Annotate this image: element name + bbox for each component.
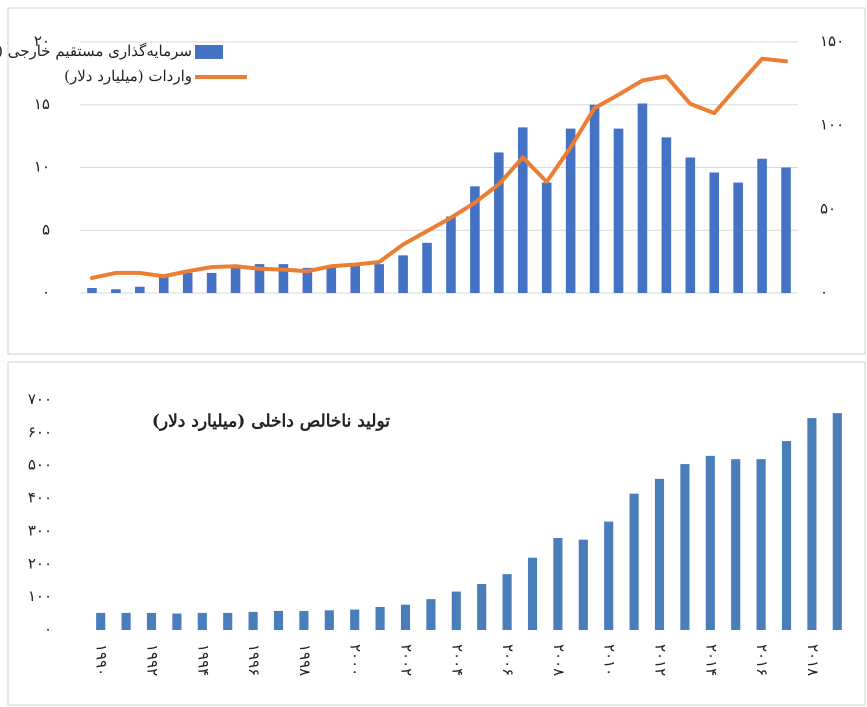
y-tick-label: ۰ <box>44 620 52 638</box>
bar <box>231 268 241 293</box>
x-tick-label: ۲۰۱۰ <box>601 644 619 676</box>
bar <box>299 611 308 630</box>
x-tick-label: ۲۰۰۲ <box>398 644 416 676</box>
bar <box>614 129 624 293</box>
bar <box>706 456 715 630</box>
legend-swatch <box>195 45 223 59</box>
bar <box>503 574 512 630</box>
y-tick-label: ۶۰۰ <box>28 423 52 441</box>
x-tick-label: ۲۰۰۴ <box>448 644 466 676</box>
bar <box>111 289 121 293</box>
bar <box>553 538 562 630</box>
bar <box>327 268 337 293</box>
bar <box>198 613 207 630</box>
y2-tick-label: ۱۵۰ <box>820 32 844 50</box>
bar <box>494 152 504 293</box>
bar <box>135 287 145 293</box>
bar <box>781 168 791 294</box>
bar <box>223 613 232 630</box>
bar <box>477 584 486 630</box>
bar <box>207 273 217 293</box>
bar <box>87 288 97 293</box>
x-tick-label: ۱۹۹۴ <box>194 644 212 676</box>
line <box>92 59 786 278</box>
bar <box>518 127 528 293</box>
bar <box>655 479 664 630</box>
y2-tick-label: ۵۰ <box>820 199 836 217</box>
y2-tick-label: ۱۰۰ <box>820 116 844 134</box>
bar <box>782 441 791 630</box>
x-tick-label: ۱۹۹۰ <box>93 644 111 676</box>
bar <box>446 216 456 293</box>
x-tick-label: ۱۹۹۶ <box>245 644 263 676</box>
bar <box>350 265 360 293</box>
bar <box>680 464 689 630</box>
bar <box>159 277 169 293</box>
y-tick-label: ۴۰۰ <box>28 489 52 507</box>
x-tick-label: ۲۰۰۰ <box>347 644 365 676</box>
bar <box>398 255 408 293</box>
bar <box>426 599 435 630</box>
bar <box>325 610 334 630</box>
bar <box>122 613 131 630</box>
bar <box>686 157 696 293</box>
bar <box>757 459 766 630</box>
bar <box>590 105 600 293</box>
bar <box>374 264 384 293</box>
y-tick-label: ۷۰۰ <box>28 390 52 408</box>
bar <box>274 611 283 630</box>
y-tick-label: ۵۰۰ <box>28 456 52 474</box>
bar <box>376 607 385 630</box>
x-tick-label: ۱۹۹۸ <box>296 644 314 676</box>
x-tick-label: ۲۰۱۴ <box>702 644 720 676</box>
x-tick-label: ۲۰۰۸ <box>550 644 568 676</box>
bar <box>757 159 767 293</box>
bar <box>807 418 816 630</box>
y-tick-label: ۰ <box>42 283 50 301</box>
x-tick-label: ۲۰۱۸ <box>804 644 822 676</box>
chart: ۰ ۵ ۱۰ ۱۵ ۲۰۰ ۵۰ ۱۰۰ ۱۵۰ سرمایه‌گذاری مستقیم خار… <box>0 0 867 707</box>
y-tick-label: ۳۰۰ <box>28 521 52 539</box>
x-tick-label: ۱۹۹۲ <box>144 644 162 676</box>
x-tick-label: ۲۰۰۶ <box>499 644 517 676</box>
bar <box>147 613 156 630</box>
bar <box>528 558 537 630</box>
y-tick-label: ۱۰۰ <box>28 587 52 605</box>
bar <box>662 137 672 293</box>
bar <box>172 614 181 630</box>
bar <box>733 183 743 293</box>
y2-tick-label: ۰ <box>820 283 828 301</box>
bar <box>731 459 740 630</box>
bar <box>579 540 588 630</box>
x-tick-label: ۲۰۱۶ <box>753 644 771 676</box>
x-tick-label: ۲۰۱۲ <box>652 644 670 676</box>
legend-label: سرمایه‌گذاری مستقیم خارجی (میلیارد دلار) <box>0 42 192 60</box>
bar <box>709 173 719 293</box>
bar <box>630 494 639 630</box>
legend-label: واردات (میلیارد دلار) <box>64 67 192 85</box>
bar <box>350 610 359 630</box>
bar <box>638 103 648 293</box>
bar <box>452 592 461 630</box>
y-tick-label: ۱۵ <box>34 95 50 113</box>
y-tick-label: ۱۰ <box>34 158 50 176</box>
y-tick-label: ۲۰۰ <box>28 554 52 572</box>
bar <box>422 243 432 293</box>
chart-title: تولید ناخالص داخلی (میلیارد دلار) <box>152 412 390 432</box>
bar <box>183 273 193 293</box>
bar <box>249 612 258 630</box>
bar <box>401 605 410 630</box>
bar <box>542 183 552 293</box>
bar <box>604 522 613 630</box>
y-tick-label: ۵ <box>42 220 50 238</box>
bar <box>96 613 105 630</box>
bar <box>833 413 842 630</box>
